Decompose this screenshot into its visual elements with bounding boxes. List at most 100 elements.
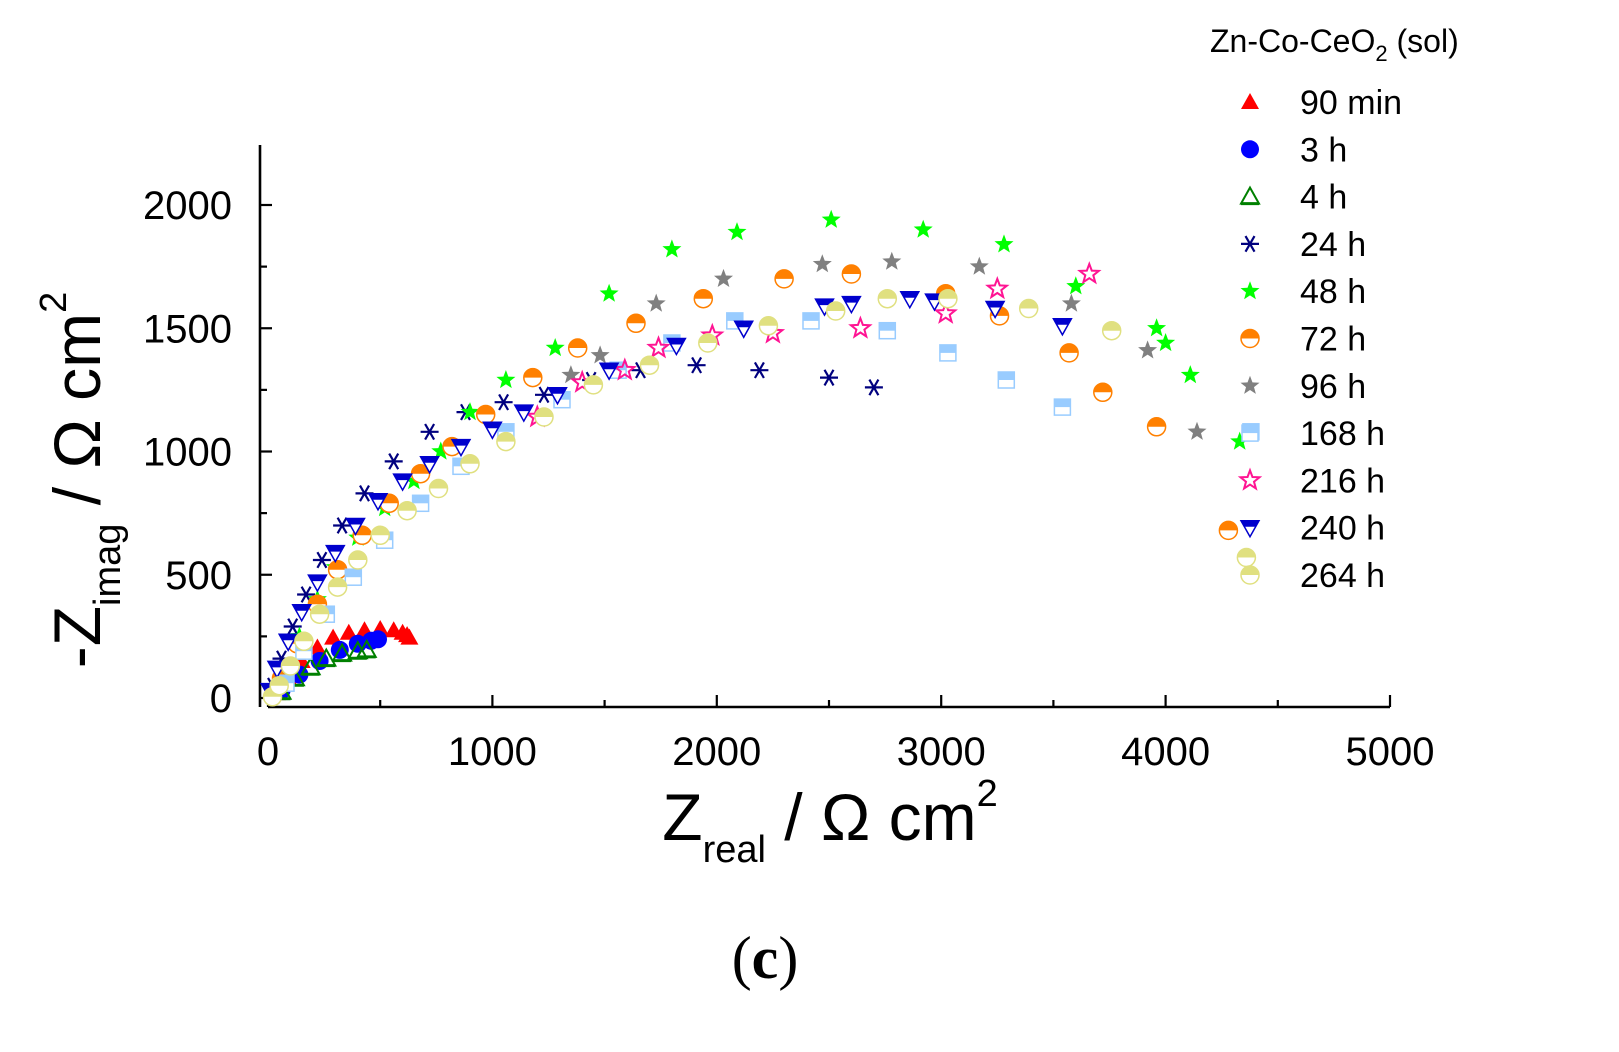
panel-label: (c): [732, 925, 799, 991]
data-point: [1138, 340, 1158, 359]
legend-item: 3 h: [1241, 131, 1347, 169]
data-point: [997, 371, 1016, 389]
legend-label: 216 h: [1300, 462, 1385, 500]
data-point: [639, 355, 660, 375]
data-point: [713, 268, 734, 287]
y-tick-label: 0: [210, 677, 232, 721]
data-point: [1230, 431, 1250, 450]
x-tick-label: 1000: [448, 730, 537, 774]
series-72-h: [271, 264, 1239, 689]
x-axis-title-sub: real: [703, 829, 766, 871]
x-tick-label: 5000: [1346, 730, 1435, 774]
data-point: [291, 603, 312, 623]
legend-marker: [1239, 519, 1261, 539]
legend-item: 240 h: [1239, 510, 1385, 548]
plot-area: 0 1000 2000 3000 4000 5000 0 500 1000 1500 2000: [143, 145, 1434, 774]
legend-label: 72 h: [1300, 321, 1366, 359]
data-point: [339, 623, 358, 640]
data-point: [294, 631, 314, 652]
data-point: [494, 393, 513, 411]
legend-title-sub: 2: [1375, 41, 1387, 66]
data-point: [662, 239, 682, 258]
data-point: [428, 478, 449, 499]
data-point: [567, 338, 588, 358]
data-point: [985, 275, 1010, 300]
data-point: [513, 404, 535, 423]
data-point: [333, 517, 352, 534]
series-48-h: [274, 209, 1250, 682]
data-point: [774, 269, 794, 289]
data-point: [392, 473, 413, 492]
data-point: [841, 264, 862, 284]
legend-title-suffix: (sol): [1388, 23, 1459, 59]
data-point: [848, 315, 873, 339]
data-point: [899, 290, 921, 310]
legend-item: 4 h: [1239, 179, 1347, 217]
data-point: [277, 633, 299, 652]
data-point: [460, 402, 480, 421]
x-axis-title: Zreal / Ω cm2: [662, 773, 998, 871]
data-point: [1156, 333, 1176, 352]
legend-marker: [1239, 185, 1261, 206]
legend-item: 72 h: [1240, 321, 1366, 359]
data-point: [1218, 520, 1239, 541]
data-point: [693, 288, 714, 309]
axis-tick-labels: 0 1000 2000 3000 4000 5000 0 500 1000 1500 2000: [143, 184, 1434, 774]
panel-label-close: ): [778, 925, 798, 991]
data-point: [327, 560, 348, 580]
data-point: [283, 618, 302, 635]
data-point: [547, 387, 568, 406]
data-point: [1101, 320, 1122, 341]
data-point: [802, 312, 820, 330]
y-axis-title-sub: imag: [87, 524, 129, 606]
data-point: [1146, 417, 1167, 437]
x-axis-title-main: Z: [662, 780, 702, 854]
data-point: [545, 338, 565, 357]
legend-item: 90 min: [1241, 84, 1402, 122]
data-point: [534, 407, 554, 427]
data-point: [419, 456, 440, 475]
legend-label: 240 h: [1300, 510, 1385, 548]
legend-marker: [1240, 375, 1260, 394]
data-point: [1052, 318, 1073, 337]
legend-marker: [1240, 281, 1260, 300]
data-point: [535, 386, 553, 404]
data-point: [1077, 261, 1102, 285]
data-point: [820, 369, 838, 386]
x-tick-label: 0: [257, 730, 279, 774]
legend-item: 168 h: [1241, 415, 1385, 453]
y-axis-title-sup: 2: [33, 292, 75, 313]
legend-title-main: Zn-Co-CeO: [1210, 23, 1375, 59]
data-markers: [259, 209, 1260, 707]
legend-item: 24 h: [1241, 226, 1366, 264]
data-point: [877, 288, 898, 309]
data-point: [994, 234, 1014, 253]
data-point: [612, 357, 638, 381]
data-point: [299, 656, 322, 676]
legend-title: Zn-Co-CeO2 (sol): [1210, 23, 1459, 66]
y-axis-title: -Zimag / Ω cm2: [33, 292, 129, 668]
legend-item: 216 h: [1237, 462, 1385, 500]
data-point: [864, 379, 883, 396]
data-point: [496, 431, 516, 452]
data-point: [750, 361, 769, 379]
data-point: [325, 544, 346, 564]
legend-label: 264 h: [1300, 557, 1385, 595]
data-point: [280, 656, 301, 676]
data-point: [496, 370, 516, 389]
y-tick-label: 1000: [143, 431, 232, 475]
data-point: [666, 337, 687, 357]
axis-ticks: [260, 203, 1392, 707]
data-point: [938, 288, 958, 309]
y-tick-label: 500: [165, 554, 232, 598]
data-point: [269, 675, 289, 696]
x-tick-label: 4000: [1121, 730, 1210, 774]
data-point: [1059, 343, 1079, 363]
legend-item: 264 h: [1240, 557, 1385, 595]
data-point: [397, 500, 417, 521]
data-point: [312, 551, 331, 569]
data-point: [475, 404, 496, 425]
series-240-h: [259, 290, 1073, 702]
data-point: [727, 222, 747, 241]
legend-marker: [1241, 93, 1259, 109]
